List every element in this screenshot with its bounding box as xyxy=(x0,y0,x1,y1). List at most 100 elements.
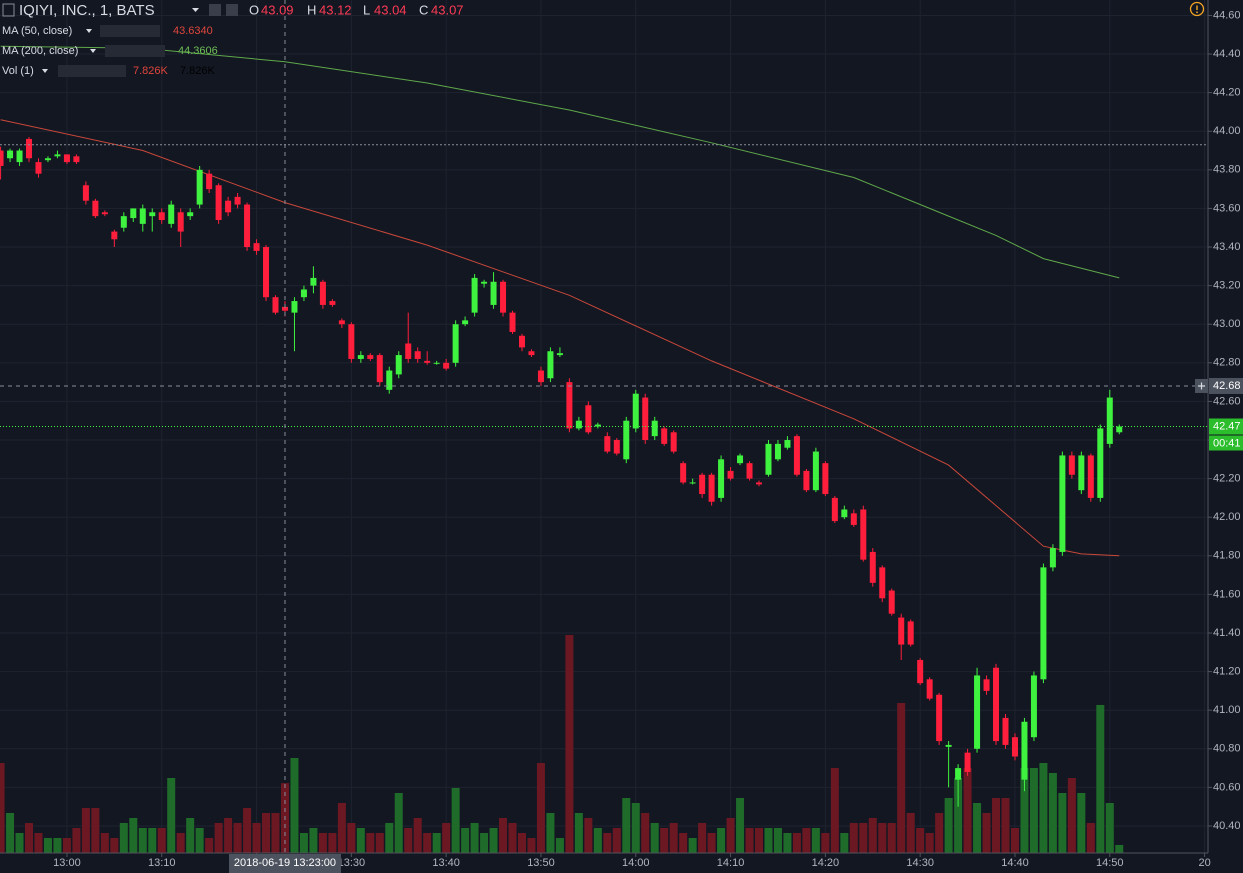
volume-bar xyxy=(53,838,62,853)
volume-bar xyxy=(887,823,896,853)
candle-body xyxy=(812,451,819,491)
volume-bar xyxy=(736,798,745,853)
grid xyxy=(0,0,1208,853)
settings-icon[interactable] xyxy=(209,4,221,16)
candle-body xyxy=(481,281,488,284)
ma-line xyxy=(0,45,1120,279)
volume-bar xyxy=(432,833,441,853)
volume-bar xyxy=(897,703,906,853)
candle-body xyxy=(63,154,70,163)
indicator-controls[interactable] xyxy=(105,45,165,57)
indicator-value: 43.6340 xyxy=(173,25,213,37)
dropdown[interactable] xyxy=(42,69,48,73)
volume-bar xyxy=(1067,778,1076,853)
candle-body xyxy=(784,440,791,448)
volume-bar xyxy=(62,838,71,853)
dropdown[interactable] xyxy=(90,49,96,53)
volume-bar xyxy=(792,833,801,853)
ohlc-value: 43.12 xyxy=(319,2,352,17)
volume-bar xyxy=(499,818,508,853)
indicator-name: MA (50, close) xyxy=(2,25,72,37)
candle-body xyxy=(111,231,118,240)
candle-body xyxy=(16,150,23,163)
candle-body xyxy=(945,744,952,747)
x-tick-label: 14:30 xyxy=(906,857,934,869)
volume-bar xyxy=(1115,844,1124,853)
y-tick-label: 41.20 xyxy=(1213,665,1241,677)
candle-body xyxy=(367,355,374,359)
symbol-icon[interactable] xyxy=(2,3,15,17)
volume-bar xyxy=(603,833,612,853)
volume-name: Vol (1) xyxy=(2,65,34,77)
x-tick-label: 14:00 xyxy=(622,857,650,869)
volume-bar xyxy=(745,828,754,853)
volume-bar xyxy=(138,828,147,853)
ohlc-key: H xyxy=(307,2,316,17)
volume-bar xyxy=(375,833,384,853)
volume-bar xyxy=(954,778,963,853)
candle-body xyxy=(1021,721,1028,780)
candle-body xyxy=(424,360,431,363)
volume-bar xyxy=(859,823,868,853)
volume-bar xyxy=(612,828,621,853)
candle-body xyxy=(338,320,345,325)
candle-body xyxy=(869,551,876,583)
volume-bar xyxy=(489,828,498,853)
dropdown[interactable] xyxy=(86,29,92,33)
dropdown[interactable] xyxy=(192,8,199,12)
volume-bar xyxy=(726,818,735,853)
candle-body xyxy=(130,208,137,219)
volume-bar xyxy=(167,778,176,853)
crosshair-plus xyxy=(1198,382,1205,390)
alert-icon[interactable] xyxy=(1189,1,1205,17)
candle-body xyxy=(244,204,251,248)
candle-body xyxy=(765,443,772,475)
volume-bar xyxy=(698,823,707,853)
candle-body xyxy=(376,355,383,383)
volume-bar xyxy=(1029,768,1038,853)
candle-body xyxy=(964,752,971,772)
candle-body xyxy=(983,679,990,691)
candle-body xyxy=(566,382,573,429)
volume-bar xyxy=(821,833,830,853)
volume-bar xyxy=(840,833,849,853)
indicator-controls[interactable] xyxy=(100,25,160,37)
volume-bar xyxy=(224,818,233,853)
volume-bar xyxy=(811,828,820,853)
volume-bar xyxy=(25,823,34,853)
y-tick-label: 43.80 xyxy=(1213,164,1241,176)
candle-body xyxy=(1068,455,1075,475)
settings-icon[interactable] xyxy=(226,4,238,16)
volume-bar xyxy=(148,828,157,853)
volume-bar xyxy=(356,828,365,853)
y-tick-label: 44.00 xyxy=(1213,125,1241,137)
volume-bar xyxy=(925,833,934,853)
indicator-value: 44.3606 xyxy=(178,45,218,57)
candle-body xyxy=(1059,455,1066,552)
volume-bar xyxy=(935,813,944,853)
x-tick-label: 20 xyxy=(1198,857,1210,869)
indicator-controls[interactable] xyxy=(58,65,126,77)
volume-bar xyxy=(622,798,631,853)
countdown-box xyxy=(1209,435,1243,451)
candle-body xyxy=(1087,455,1094,498)
volume-bar xyxy=(536,763,545,853)
ohlc-value: 43.04 xyxy=(374,2,407,17)
crosshair-x-box xyxy=(228,854,341,873)
volume-bar xyxy=(593,828,602,853)
candle-body xyxy=(670,432,677,452)
y-tick-label: 40.80 xyxy=(1213,743,1241,755)
volume-bar xyxy=(1105,803,1114,853)
candle-body xyxy=(225,200,232,213)
candle-body xyxy=(822,463,829,495)
ohlc-key: C xyxy=(419,2,428,17)
candle-body xyxy=(737,455,744,464)
axis-labels: 44.60 44.40 44.20 44.00 43.80 43.60 43.40 43.20… xyxy=(53,9,1243,873)
candle-body xyxy=(168,204,175,224)
volume-bar xyxy=(423,833,432,853)
volume-bar xyxy=(385,823,394,853)
candle-body xyxy=(462,320,469,325)
volume-bar xyxy=(176,833,185,853)
volume-bar xyxy=(755,828,764,853)
